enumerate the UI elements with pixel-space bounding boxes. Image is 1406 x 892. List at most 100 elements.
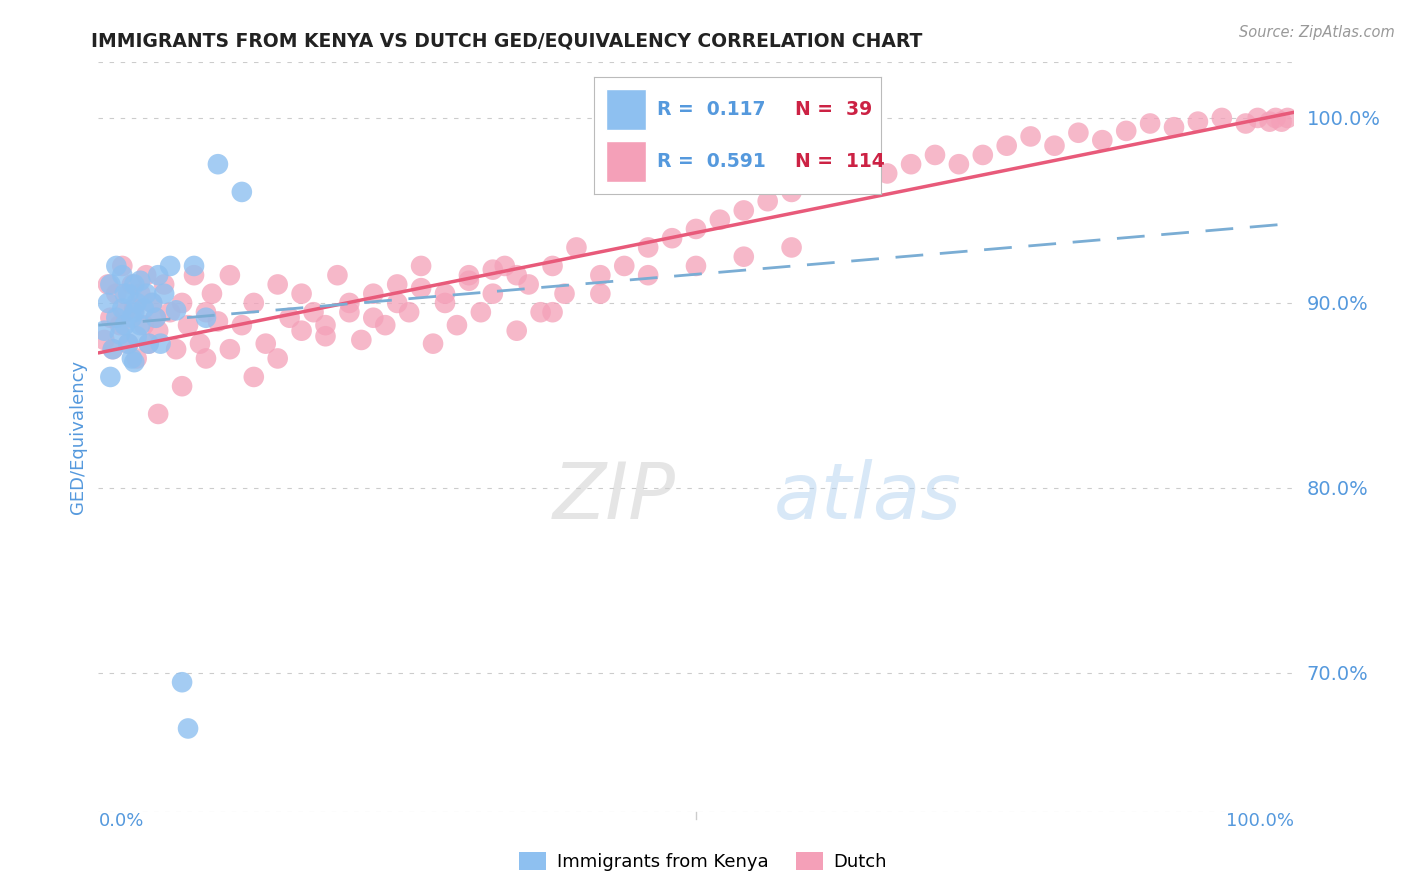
Point (114, 318, 136, 333)
Point (172, 296, 194, 310)
Point (188, 336, 211, 351)
Point (363, 286, 385, 301)
Point (1187, 114, 1209, 128)
Point (661, 231, 683, 245)
Point (685, 222, 707, 236)
Point (114, 305, 136, 319)
Point (243, 370, 266, 384)
Point (541, 305, 564, 319)
Point (756, 194, 779, 209)
Point (124, 277, 146, 292)
Point (183, 268, 205, 283)
Text: ZIP: ZIP (553, 459, 675, 535)
Point (1258, 114, 1281, 128)
Point (195, 351, 218, 366)
Point (458, 274, 481, 288)
Point (132, 318, 155, 333)
Point (129, 286, 152, 301)
Text: 100.0%: 100.0% (1226, 812, 1294, 830)
Point (494, 259, 516, 273)
Point (124, 301, 146, 316)
Point (1247, 111, 1270, 125)
Text: Source: ZipAtlas.com: Source: ZipAtlas.com (1239, 25, 1395, 40)
Point (995, 138, 1018, 153)
Point (411, 281, 433, 295)
Point (1019, 129, 1042, 144)
Point (948, 157, 970, 171)
Point (422, 336, 444, 351)
Point (105, 310, 128, 325)
Point (148, 324, 170, 338)
Point (385, 296, 409, 310)
Point (125, 351, 148, 366)
Point (243, 296, 266, 310)
Point (374, 318, 396, 333)
Point (159, 305, 181, 319)
Point (98, 370, 122, 384)
Point (105, 259, 128, 273)
Point (124, 305, 146, 319)
Legend: Immigrants from Kenya, Dutch: Immigrants from Kenya, Dutch (512, 845, 894, 879)
Point (132, 301, 155, 316)
Point (291, 324, 314, 338)
Point (589, 286, 612, 301)
Point (363, 310, 385, 325)
Point (121, 310, 143, 325)
Point (411, 259, 433, 273)
Point (172, 675, 194, 690)
Point (1139, 116, 1161, 130)
Point (291, 286, 314, 301)
Point (121, 351, 143, 366)
Point (1091, 133, 1114, 147)
Point (231, 318, 253, 333)
Point (121, 277, 143, 292)
Point (517, 277, 540, 292)
Point (458, 268, 481, 283)
Point (446, 318, 468, 333)
Point (219, 342, 242, 356)
Point (1043, 138, 1066, 153)
Point (804, 176, 827, 190)
Point (613, 259, 636, 273)
Point (135, 268, 157, 283)
Point (506, 324, 529, 338)
Point (398, 305, 420, 319)
Point (148, 407, 170, 421)
Point (1067, 126, 1090, 140)
Point (129, 318, 152, 333)
Point (876, 166, 898, 180)
Point (172, 379, 194, 393)
Point (111, 268, 134, 283)
Point (93, 324, 115, 338)
Point (117, 336, 139, 351)
Point (125, 329, 148, 343)
Point (148, 268, 170, 283)
Point (129, 274, 152, 288)
Point (183, 259, 205, 273)
Point (93, 333, 115, 347)
Point (135, 286, 157, 301)
Point (530, 305, 553, 319)
Point (111, 301, 134, 316)
Point (565, 240, 588, 254)
Point (278, 310, 301, 325)
Point (972, 148, 994, 162)
Point (267, 277, 290, 292)
Point (97, 296, 120, 310)
Point (541, 259, 564, 273)
Point (481, 262, 505, 277)
Point (350, 333, 373, 347)
Point (108, 327, 131, 342)
Point (101, 342, 124, 356)
Point (1163, 120, 1185, 135)
Point (554, 286, 576, 301)
Point (101, 342, 124, 356)
Point (434, 286, 457, 301)
Point (138, 336, 160, 351)
Point (434, 296, 457, 310)
Point (207, 157, 229, 171)
Point (709, 212, 731, 227)
Point (1264, 111, 1286, 125)
Point (141, 296, 163, 310)
Point (1115, 124, 1137, 138)
